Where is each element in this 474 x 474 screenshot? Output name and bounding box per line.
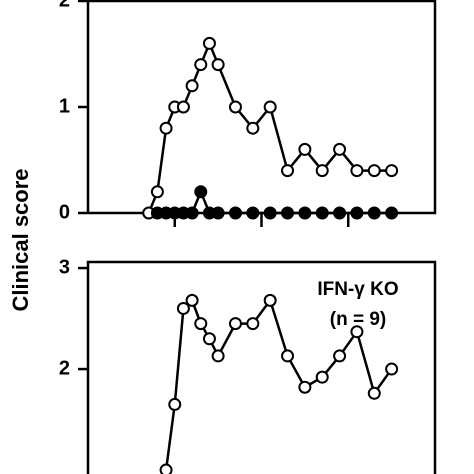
marker [246,206,260,220]
marker [367,206,381,220]
marker [385,164,399,178]
y-tick-label: 2 [59,357,70,379]
marker [176,301,190,315]
marker [298,142,312,156]
marker [315,164,329,178]
marker [298,380,312,394]
marker [315,206,329,220]
marker [246,121,260,135]
marker [159,121,173,135]
marker [281,164,295,178]
marker [228,100,242,114]
marker [185,79,199,93]
marker [333,206,347,220]
marker [315,370,329,384]
y-tick-label: 3 [59,256,70,278]
marker [228,206,242,220]
marker [367,386,381,400]
marker [333,142,347,156]
y-axis-label: Clinical score [8,168,33,311]
marker [333,349,347,363]
marker [385,206,399,220]
marker [211,349,225,363]
marker [150,185,164,199]
marker [298,206,312,220]
marker [385,362,399,376]
marker [281,206,295,220]
y-tick-label: 0 [59,201,70,223]
marker [176,100,190,114]
marker [211,206,225,220]
marker [159,463,173,474]
marker [263,293,277,307]
marker [350,164,364,178]
y-tick-label: 1 [59,95,70,117]
marker [367,164,381,178]
annotation: IFN-γ KO [317,279,398,300]
marker [263,100,277,114]
y-tick-label: 2 [59,0,70,11]
marker [194,317,208,331]
marker [246,317,260,331]
frame [86,260,437,474]
marker [350,206,364,220]
marker [263,206,277,220]
annotation: (n = 9) [330,309,386,330]
frame [86,0,437,215]
marker [202,332,216,346]
marker [194,58,208,72]
marker [168,397,182,411]
marker [350,325,364,339]
marker [281,349,295,363]
marker [228,317,242,331]
marker [185,293,199,307]
marker [202,36,216,50]
marker [185,206,199,220]
marker [211,58,225,72]
line [147,40,392,214]
marker [194,185,208,199]
